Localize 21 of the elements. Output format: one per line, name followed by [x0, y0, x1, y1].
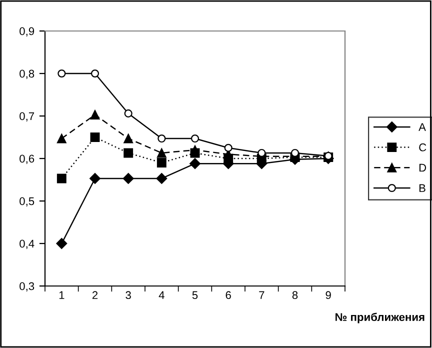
x-axis-title: № приближения	[336, 312, 424, 324]
legend-label: B	[419, 184, 426, 192]
y-tick-label: 0,7	[20, 112, 34, 122]
x-tick-label: 4	[158, 291, 164, 299]
y-tick-label: 0,6	[20, 154, 34, 164]
y-tick-label: 0,4	[20, 240, 34, 249]
x-tick-label: 6	[226, 291, 231, 300]
x-tick-label: 9	[326, 291, 331, 300]
legend-label: D	[419, 164, 426, 172]
x-tick-label: 2	[92, 291, 98, 299]
x-tick-label: 1	[59, 291, 64, 299]
x-tick-label: 5	[192, 291, 198, 300]
y-tick-label: 0,3	[20, 282, 34, 292]
x-tick-label: 3	[126, 291, 131, 300]
x-tick-label: 8	[292, 291, 298, 300]
y-tick-label: 0,8	[20, 70, 34, 79]
legend-label: C	[419, 143, 426, 152]
x-tick-label: 7	[259, 291, 264, 299]
y-tick-label: 0,5	[20, 197, 34, 206]
legend-label: A	[418, 123, 426, 131]
y-tick-label: 0,9	[20, 27, 34, 36]
